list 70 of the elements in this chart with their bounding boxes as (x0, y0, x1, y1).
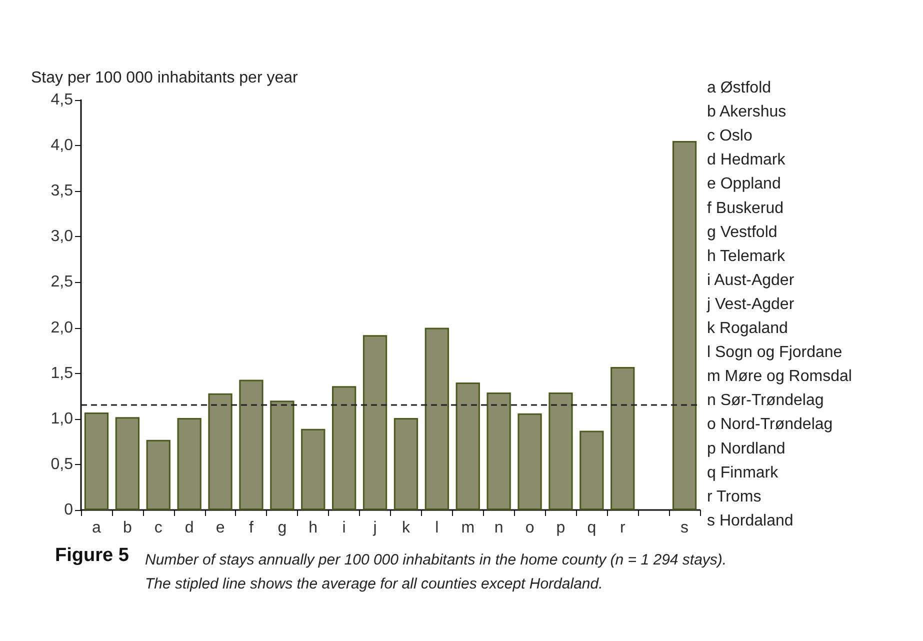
y-tick-label: 1,5 (50, 364, 74, 382)
text: s Hordaland (707, 512, 794, 530)
y-tick-label: 0,5 (50, 456, 74, 473)
x-tick-label: a (92, 520, 102, 536)
bar (486, 392, 511, 510)
bar (456, 382, 480, 510)
x-tick-label: j (372, 520, 377, 536)
x-tick-label: l (435, 520, 439, 536)
y-tick-label: 4,5 (50, 92, 74, 108)
bar (146, 440, 170, 510)
x-tick-label: f (249, 520, 254, 536)
text: d Hedmark (707, 152, 786, 169)
text: m Møre og Romsdal (707, 368, 852, 386)
bar (270, 400, 294, 510)
x-tick-label: k (402, 520, 411, 536)
text: b Akershus (707, 104, 786, 121)
bar (208, 393, 232, 510)
x-tick-label: q (587, 520, 596, 536)
text: Figure 5 (55, 545, 130, 566)
bar (424, 328, 449, 510)
bar (301, 428, 326, 510)
text: k Rogaland (707, 320, 788, 337)
text: j Vest-Agder (706, 296, 795, 313)
text: g Vestfold (707, 224, 778, 241)
y-tick-label: 4,0 (50, 137, 74, 154)
x-tick-label: d (184, 520, 194, 536)
bar (84, 412, 109, 510)
x-tick-label: s (680, 520, 689, 536)
x-tick-label: r (620, 520, 626, 536)
x-tick-label: e (216, 520, 225, 536)
text: n Sør-Trøndelag (707, 392, 824, 410)
text: p Nordland (707, 440, 786, 458)
x-tick-label: m (461, 520, 475, 536)
bar (394, 418, 418, 510)
bar (332, 386, 356, 510)
bar (362, 335, 388, 510)
x-tick-label: g (278, 520, 287, 536)
bar (177, 418, 202, 510)
text: e Oppland (707, 176, 781, 193)
text: Number of stays annually per 100 000 inhabitants in the home county (n = 1 294 stays). The stipled line shows the average for all counties except Hordaland. (145, 552, 727, 592)
x-tick-label: i (342, 520, 346, 536)
text: f Buskerud (707, 200, 784, 217)
text: o Nord-Trøndelag (707, 416, 833, 434)
bar (610, 366, 635, 510)
bar (672, 141, 697, 510)
x-tick-label: h (308, 520, 318, 536)
text: r Troms (707, 488, 762, 506)
y-axis-title: Stay per 100 000 inhabitants per year (31, 70, 299, 86)
text: i Aust-Agder (707, 272, 795, 289)
x-tick-label: n (494, 520, 504, 536)
x-tick-label: p (556, 520, 566, 536)
y-tick-label: 1,0 (50, 410, 74, 428)
y-tick-label: 0 (64, 502, 74, 518)
text: q Finmark (707, 464, 780, 482)
bar (518, 413, 542, 510)
x-tick-label: c (154, 520, 162, 536)
bar (239, 380, 264, 510)
y-tick-label: 2,0 (50, 319, 74, 336)
y-tick-label: 3,5 (50, 182, 74, 200)
text: l Sogn og Fjordane (707, 344, 842, 362)
x-tick-label: b (122, 520, 132, 536)
bar (115, 417, 140, 510)
bar (548, 392, 573, 510)
y-tick-label: 3,0 (50, 228, 74, 246)
y-tick-label: 2,5 (50, 274, 74, 291)
text: c Oslo (707, 128, 752, 145)
text: h Telemark (707, 248, 786, 265)
text: a Østfold (707, 80, 772, 96)
bar (580, 430, 604, 510)
x-tick-label: o (525, 520, 534, 536)
